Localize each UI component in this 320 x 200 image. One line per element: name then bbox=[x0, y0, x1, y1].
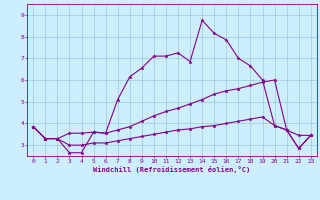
X-axis label: Windchill (Refroidissement éolien,°C): Windchill (Refroidissement éolien,°C) bbox=[93, 166, 251, 173]
